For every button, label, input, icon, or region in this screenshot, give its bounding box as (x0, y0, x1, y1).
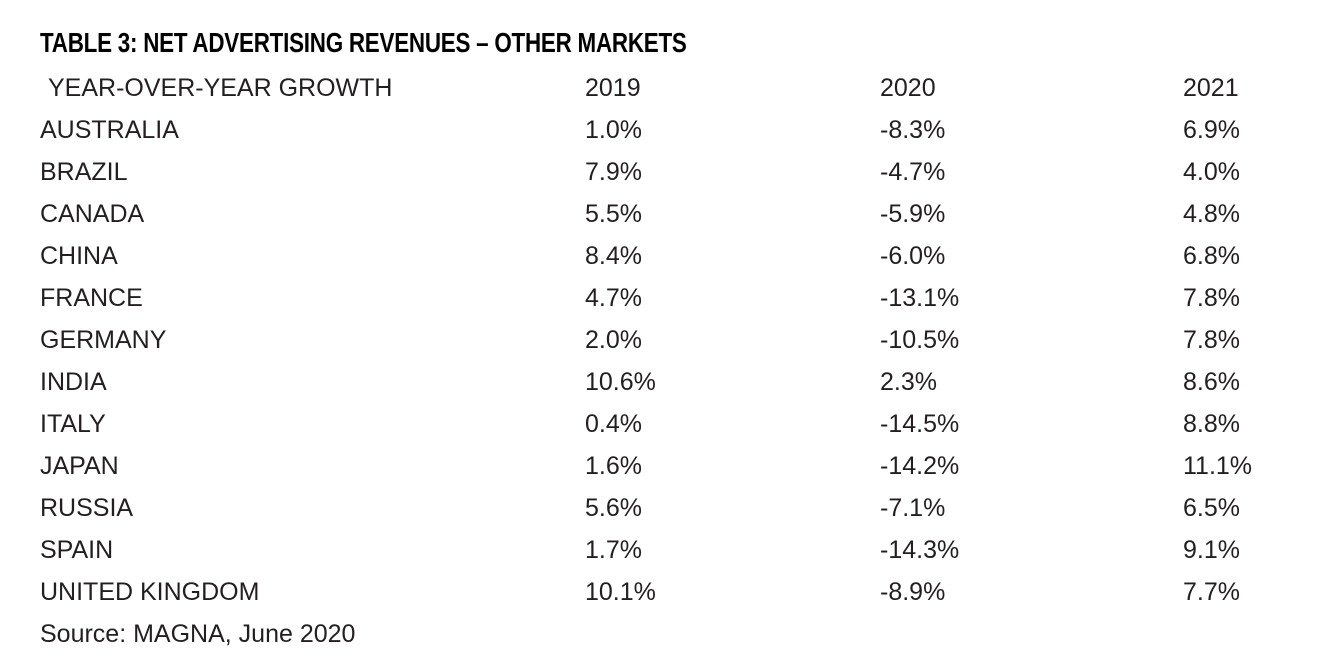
cell-2021: 7.8% (1183, 284, 1240, 312)
cell-2020: -8.3% (880, 116, 946, 144)
cell-2021: 7.8% (1183, 326, 1240, 354)
cell-2020: -14.3% (880, 536, 960, 564)
cell-2021: 4.0% (1183, 158, 1240, 186)
cell-2020: -7.1% (880, 494, 946, 522)
row-country: JAPAN (40, 452, 119, 480)
cell-2019: 10.6% (585, 368, 656, 396)
table-title: TABLE 3: NET ADVERTISING REVENUES – OTHE… (40, 27, 687, 58)
cell-2021: 8.8% (1183, 410, 1240, 438)
row-country: ITALY (40, 410, 106, 438)
cell-2019: 5.5% (585, 200, 642, 228)
row-country: FRANCE (40, 284, 143, 312)
cell-2020: -8.9% (880, 578, 946, 606)
cell-2019: 1.6% (585, 452, 642, 480)
cell-2019: 1.0% (585, 116, 642, 144)
column-header-2021: 2021 (1183, 74, 1239, 102)
cell-2021: 11.1% (1183, 452, 1253, 480)
cell-2019: 4.7% (585, 284, 642, 312)
row-country: RUSSIA (40, 494, 134, 522)
cell-2020: 2.3% (880, 368, 937, 396)
row-country: CANADA (40, 200, 145, 228)
cell-2019: 7.9% (585, 158, 642, 186)
column-header-growth: YEAR-OVER-YEAR GROWTH (48, 74, 393, 102)
row-country: CHINA (40, 242, 118, 270)
cell-2021: 8.6% (1183, 368, 1240, 396)
cell-2019: 5.6% (585, 494, 642, 522)
row-country: SPAIN (40, 536, 114, 564)
cell-2019: 8.4% (585, 242, 642, 270)
row-country: UNITED KINGDOM (40, 578, 260, 606)
cell-2019: 1.7% (585, 536, 642, 564)
row-country: AUSTRALIA (40, 116, 179, 144)
cell-2020: -5.9% (880, 200, 946, 228)
row-country: BRAZIL (40, 158, 128, 186)
cell-2021: 9.1% (1183, 536, 1240, 564)
cell-2020: -10.5% (880, 326, 960, 354)
cell-2020: -6.0% (880, 242, 946, 270)
cell-2021: 6.9% (1183, 116, 1240, 144)
cell-2021: 7.7% (1183, 578, 1240, 606)
column-header-2020: 2020 (880, 74, 936, 102)
column-header-2019: 2019 (585, 74, 641, 102)
cell-2019: 2.0% (585, 326, 642, 354)
cell-2020: -14.5% (880, 410, 960, 438)
net-advertising-revenues-table: YEAR-OVER-YEAR GROWTH 2019 2020 2021 AUS… (40, 67, 1317, 613)
cell-2019: 10.1% (585, 578, 656, 606)
cell-2020: -13.1% (880, 284, 960, 312)
cell-2021: 4.8% (1183, 200, 1240, 228)
cell-2021: 6.5% (1183, 494, 1240, 522)
row-country: INDIA (40, 368, 107, 396)
cell-2020: -4.7% (880, 158, 946, 186)
cell-2021: 6.8% (1183, 242, 1240, 270)
source-attribution: Source: MAGNA, June 2020 (40, 620, 356, 648)
cell-2020: -14.2% (880, 452, 960, 480)
row-country: GERMANY (40, 326, 167, 354)
cell-2019: 0.4% (585, 410, 642, 438)
